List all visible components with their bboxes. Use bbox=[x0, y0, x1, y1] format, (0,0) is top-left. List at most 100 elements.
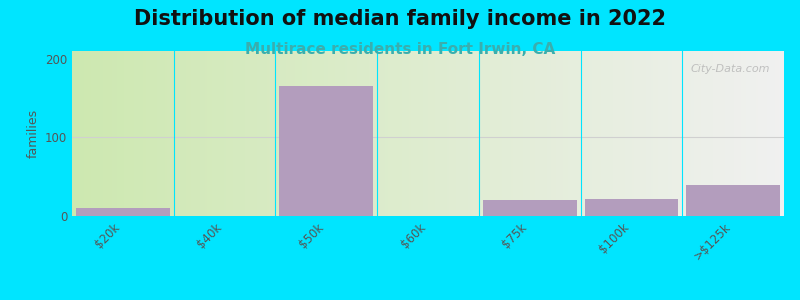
Bar bbox=[386, 51, 388, 216]
Bar bbox=[684, 51, 686, 216]
Bar bbox=[374, 51, 376, 216]
Bar bbox=[276, 51, 278, 216]
Bar bbox=[129, 51, 131, 216]
Bar bbox=[103, 51, 106, 216]
Text: Multirace residents in Fort Irwin, CA: Multirace residents in Fort Irwin, CA bbox=[245, 42, 555, 57]
Bar bbox=[141, 51, 143, 216]
Bar bbox=[200, 51, 202, 216]
Bar bbox=[124, 51, 126, 216]
Bar bbox=[347, 51, 350, 216]
Bar bbox=[608, 51, 610, 216]
Bar bbox=[352, 51, 354, 216]
Bar bbox=[295, 51, 298, 216]
Bar bbox=[326, 51, 328, 216]
Bar bbox=[454, 51, 457, 216]
Bar bbox=[720, 51, 722, 216]
Bar bbox=[561, 51, 563, 216]
Bar bbox=[359, 51, 362, 216]
Bar bbox=[713, 51, 715, 216]
Bar bbox=[450, 51, 452, 216]
Bar bbox=[94, 51, 96, 216]
Bar bbox=[755, 51, 758, 216]
Bar bbox=[219, 51, 222, 216]
Bar bbox=[592, 51, 594, 216]
Bar bbox=[632, 51, 634, 216]
Bar bbox=[181, 51, 183, 216]
Bar bbox=[250, 51, 252, 216]
Bar bbox=[388, 51, 390, 216]
Bar bbox=[183, 51, 186, 216]
Bar bbox=[236, 51, 238, 216]
Bar bbox=[599, 51, 602, 216]
Bar bbox=[661, 51, 663, 216]
Bar bbox=[499, 51, 502, 216]
Bar bbox=[464, 51, 466, 216]
Bar bbox=[473, 51, 475, 216]
Bar bbox=[376, 51, 378, 216]
Bar bbox=[122, 51, 124, 216]
Bar bbox=[319, 51, 321, 216]
Bar bbox=[266, 51, 269, 216]
Bar bbox=[528, 51, 530, 216]
Bar bbox=[575, 51, 578, 216]
Bar bbox=[701, 51, 703, 216]
Bar bbox=[96, 51, 98, 216]
Bar bbox=[238, 51, 241, 216]
Bar bbox=[582, 51, 585, 216]
Bar bbox=[627, 51, 630, 216]
Bar bbox=[767, 51, 770, 216]
Bar bbox=[445, 51, 447, 216]
Bar bbox=[480, 51, 482, 216]
Bar bbox=[269, 51, 271, 216]
Bar bbox=[162, 51, 165, 216]
Bar bbox=[117, 51, 119, 216]
Bar bbox=[504, 51, 506, 216]
Bar bbox=[307, 51, 310, 216]
Bar bbox=[625, 51, 627, 216]
Bar bbox=[610, 51, 613, 216]
Bar bbox=[511, 51, 514, 216]
Bar bbox=[518, 51, 521, 216]
Bar bbox=[585, 199, 678, 216]
Bar bbox=[470, 51, 473, 216]
Bar bbox=[226, 51, 229, 216]
Bar bbox=[243, 51, 246, 216]
Bar bbox=[217, 51, 219, 216]
Bar bbox=[212, 51, 214, 216]
Bar bbox=[290, 51, 293, 216]
Bar bbox=[478, 51, 480, 216]
Bar bbox=[84, 51, 86, 216]
Bar bbox=[533, 51, 534, 216]
Bar bbox=[654, 51, 656, 216]
Bar bbox=[637, 51, 639, 216]
Bar bbox=[651, 51, 654, 216]
Bar bbox=[722, 51, 725, 216]
Bar bbox=[551, 51, 554, 216]
Bar bbox=[259, 51, 262, 216]
Bar bbox=[335, 51, 338, 216]
Bar bbox=[438, 51, 440, 216]
Bar bbox=[74, 51, 77, 216]
Bar bbox=[727, 51, 730, 216]
Bar bbox=[710, 51, 713, 216]
Bar bbox=[167, 51, 170, 216]
Bar bbox=[399, 51, 402, 216]
Bar bbox=[283, 51, 286, 216]
Bar bbox=[485, 51, 487, 216]
Bar bbox=[646, 51, 649, 216]
Bar bbox=[165, 51, 167, 216]
Bar bbox=[322, 51, 323, 216]
Bar bbox=[546, 51, 549, 216]
Bar bbox=[381, 51, 383, 216]
Bar bbox=[340, 51, 342, 216]
Bar bbox=[143, 51, 146, 216]
Bar bbox=[497, 51, 499, 216]
Bar bbox=[91, 51, 94, 216]
Bar bbox=[613, 51, 615, 216]
Bar bbox=[421, 51, 423, 216]
Bar bbox=[558, 51, 561, 216]
Bar bbox=[526, 51, 528, 216]
Bar bbox=[706, 51, 708, 216]
Bar bbox=[487, 51, 490, 216]
Bar bbox=[539, 51, 542, 216]
